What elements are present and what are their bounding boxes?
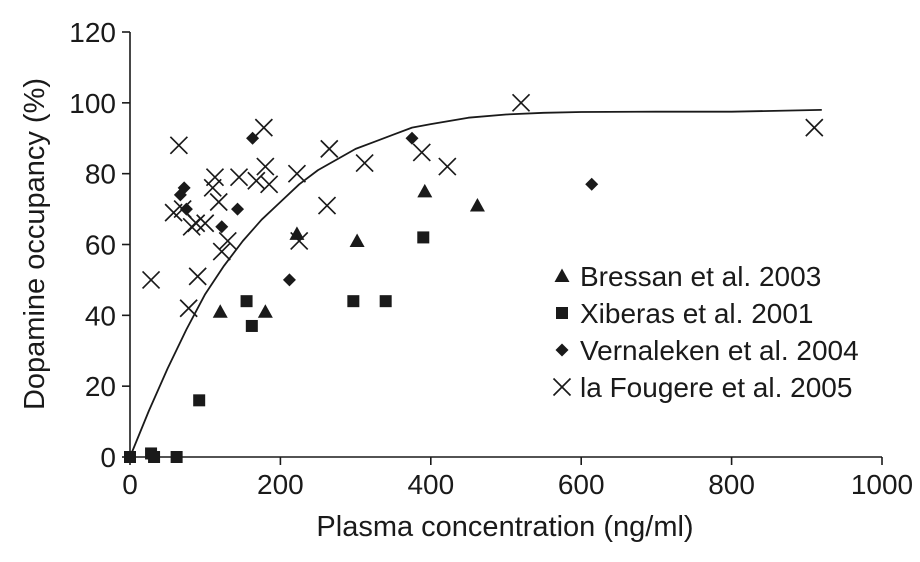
data-point-x: [511, 93, 531, 112]
data-point-diamond: [282, 273, 296, 287]
y-tick-label: 100: [69, 88, 116, 119]
data-point-x: [438, 157, 457, 176]
data-point-x: [141, 270, 161, 290]
data-points-layer: [124, 93, 824, 463]
data-point-triangle: [417, 183, 433, 198]
data-point-x: [317, 196, 337, 215]
data-point-x: [320, 139, 339, 158]
data-point-x: [247, 171, 266, 190]
data-point-x: [212, 242, 231, 261]
plot-axes: 0 200 400 600 800 1000 0 20 40 60 80 100 120: [69, 17, 913, 500]
data-point-x: [218, 231, 237, 251]
data-point-diamond: [215, 220, 229, 234]
data-point-x: [229, 168, 249, 187]
data-point-diamond: [231, 202, 245, 216]
legend: Bressan et al. 2003 Xiberas et al. 2001 Ve…: [552, 261, 859, 403]
legend-marker-x: [552, 377, 572, 397]
data-point-x: [205, 168, 225, 187]
data-point-square: [347, 295, 360, 308]
legend-marker-diamond: [555, 343, 569, 357]
fit-curve-layer: [129, 109, 822, 458]
legend-marker-square: [556, 307, 568, 319]
legend-label: la Fougere et al. 2005: [580, 372, 852, 403]
y-tick-label: 60: [85, 230, 116, 261]
data-point-x: [254, 118, 273, 137]
data-point-diamond: [179, 202, 193, 216]
data-point-triangle: [469, 198, 485, 212]
data-point-square: [148, 451, 161, 463]
data-point-diamond: [177, 181, 191, 195]
data-point-x: [805, 118, 824, 137]
legend-label: Bressan et al. 2003: [580, 261, 821, 292]
x-tick-label: 1000: [851, 469, 913, 500]
data-point-x: [355, 153, 374, 173]
data-point-triangle: [349, 233, 365, 247]
data-point-square: [170, 451, 183, 463]
y-tick-label: 40: [85, 300, 116, 331]
data-point-x: [209, 192, 228, 212]
x-tick-label: 800: [708, 469, 755, 500]
x-tick-label: 600: [558, 469, 605, 500]
fit-curve: [129, 109, 822, 458]
data-point-x: [290, 231, 309, 251]
data-point-square: [124, 451, 136, 463]
data-point-square: [379, 295, 392, 308]
data-point-x: [179, 299, 198, 318]
legend-marker-triangle: [554, 268, 570, 282]
y-tick-label: 120: [69, 17, 116, 48]
legend-label: Xiberas et al. 2001: [580, 298, 814, 329]
data-point-x: [260, 175, 279, 194]
data-point-diamond: [405, 131, 419, 145]
data-point-square: [240, 295, 253, 308]
data-point-x: [187, 214, 206, 233]
y-tick-label: 0: [100, 442, 116, 473]
x-tick-label: 400: [407, 469, 454, 500]
legend-label: Vernaleken et al. 2004: [580, 335, 859, 366]
data-point-x: [256, 157, 275, 176]
data-point-triangle: [289, 226, 305, 240]
y-tick-label: 80: [85, 159, 116, 190]
y-tick-label: 20: [85, 371, 116, 402]
data-point-diamond: [585, 177, 599, 191]
data-point-x: [196, 214, 215, 233]
data-point-triangle: [212, 304, 228, 318]
y-axis-title: Dopamine occupancy (%): [19, 78, 51, 410]
data-point-x: [412, 143, 431, 162]
data-point-x: [188, 267, 207, 286]
x-tick-label: 0: [122, 469, 138, 500]
x-tick-label: 200: [257, 469, 304, 500]
data-point-x: [203, 178, 222, 197]
data-point-x: [287, 164, 307, 183]
data-point-square: [245, 319, 258, 332]
data-point-triangle: [257, 304, 273, 318]
data-point-x: [164, 203, 183, 222]
x-axis-title: Plasma concentration (ng/ml): [316, 511, 693, 543]
data-point-square: [193, 394, 206, 407]
data-point-x: [169, 136, 188, 155]
data-point-square: [417, 231, 430, 244]
